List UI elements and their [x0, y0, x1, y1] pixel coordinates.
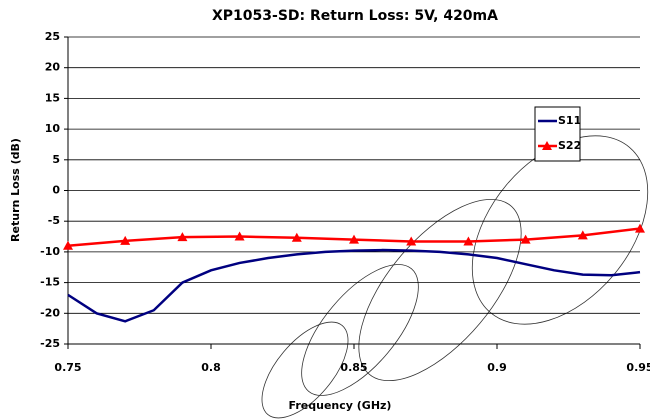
marker: [577, 230, 588, 240]
x-tick-label: 0.9: [487, 361, 507, 374]
chart-title: XP1053-SD: Return Loss: 5V, 420mA: [212, 8, 498, 24]
y-tick-label: 15: [45, 91, 60, 104]
legend-marker: [542, 141, 552, 150]
marker: [120, 235, 131, 245]
x-axis-label: Frequency (GHz): [289, 399, 392, 412]
watermark: [261, 135, 649, 419]
x-tick-label: 0.95: [626, 361, 650, 374]
y-tick-label: 0: [52, 184, 60, 197]
marker: [635, 223, 645, 233]
x-tick-label: 0.75: [54, 361, 81, 374]
x-tick-label: 0.8: [201, 361, 221, 374]
y-tick-label: -25: [40, 337, 60, 350]
y-tick-label: -10: [40, 245, 60, 258]
marker: [349, 234, 359, 244]
marker: [234, 231, 245, 241]
x-tick-label: 0.85: [340, 361, 367, 374]
y-axis-label: Return Loss (dB): [9, 138, 22, 242]
legend-label: S11: [558, 114, 581, 127]
y-tick-label: 5: [52, 153, 60, 166]
line-series: [67, 248, 641, 323]
y-tick-label: -5: [48, 214, 60, 227]
marker: [63, 240, 73, 250]
y-tick-label: -20: [40, 306, 60, 319]
marker: [177, 232, 188, 242]
marker: [406, 236, 417, 246]
marker: [463, 236, 474, 246]
y-tick-label: 20: [45, 61, 61, 74]
y-tick-label: 25: [45, 30, 60, 43]
legend-box: [534, 106, 581, 162]
marker: [291, 232, 302, 242]
y-tick-label: -15: [40, 276, 60, 289]
marker: [520, 234, 531, 244]
y-tick-label: 10: [45, 122, 61, 135]
legend-label: S22: [558, 139, 581, 152]
